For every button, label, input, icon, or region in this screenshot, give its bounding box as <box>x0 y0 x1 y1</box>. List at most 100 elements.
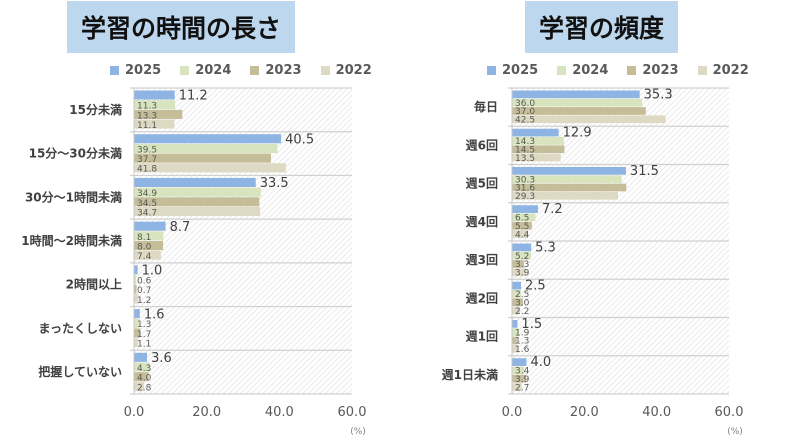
bar-2022 <box>134 338 138 348</box>
data-label-2023: 13.3 <box>137 111 157 121</box>
bar-2025 <box>134 352 148 362</box>
bar-2023 <box>512 107 646 115</box>
legend-label: 2022 <box>335 63 372 78</box>
legend-swatch <box>320 66 330 75</box>
bar-2022 <box>134 163 286 173</box>
data-label-2023: 37.0 <box>515 107 535 117</box>
bar-2024 <box>512 366 525 375</box>
legend-study-duration: 2025 2024 2023 2022 <box>110 63 391 78</box>
data-label-2022: 2.2 <box>515 307 529 317</box>
bar-2024 <box>512 213 536 222</box>
data-label-2022: 4.4 <box>515 230 530 240</box>
category-label: 週3回 <box>466 252 498 267</box>
legend-item-2024: 2024 <box>180 63 231 78</box>
data-label-2022: 41.8 <box>137 165 157 175</box>
data-label-2022: 2.7 <box>515 383 529 393</box>
legend-swatch <box>250 66 260 75</box>
data-label-2025: 1.0 <box>142 264 163 279</box>
data-label-2024: 3.4 <box>515 367 530 377</box>
legend-label: 2023 <box>642 63 679 78</box>
legend-study-frequency: 2025 2024 2023 2022 <box>487 63 768 78</box>
legend-item-2025: 2025 <box>487 63 538 78</box>
chart-study-duration: 15分未満 11.2 11.313.311.1 15分～30分未満 40.5 39.537… <box>21 87 367 437</box>
bar-2025 <box>512 90 640 99</box>
x-tick-label: 60.0 <box>715 405 744 420</box>
bar-2024 <box>134 143 278 153</box>
legend-item-2022: 2022 <box>697 63 749 78</box>
bar-2025 <box>512 320 518 328</box>
category-label: 週1回 <box>466 329 498 344</box>
data-label-2024: 36.0 <box>515 99 535 109</box>
data-label-2024: 34.9 <box>137 189 157 199</box>
data-label-2024: 2.5 <box>515 290 529 300</box>
data-label-2025: 4.0 <box>530 355 551 370</box>
bar-2024 <box>134 231 164 241</box>
data-label-2024: 4.3 <box>137 364 151 374</box>
category-label: 2時間以上 <box>66 277 122 292</box>
data-label-2024: 0.6 <box>137 277 152 287</box>
bar-2025 <box>512 243 532 252</box>
bar-2023 <box>512 221 532 230</box>
data-label-2023: 37.7 <box>137 155 157 165</box>
bar-2023 <box>512 145 565 154</box>
bar-2023 <box>512 260 524 268</box>
bar-2024 <box>134 187 261 197</box>
bar-2023 <box>512 298 523 307</box>
legend-label: 2025 <box>125 63 162 78</box>
bar-2024 <box>512 251 531 260</box>
category-label: 把握していない <box>38 364 122 379</box>
category-label: 週2回 <box>466 290 498 305</box>
data-label-2022: 42.5 <box>515 116 535 126</box>
data-label-2024: 6.5 <box>515 214 529 224</box>
data-label-2022: 13.5 <box>515 154 535 164</box>
legend-swatch <box>697 66 707 75</box>
data-label-2023: 3.9 <box>515 375 530 385</box>
legend-swatch <box>487 66 496 75</box>
data-label-2023: 4.0 <box>137 374 152 384</box>
bar-2024 <box>134 362 150 372</box>
data-label-2025: 12.9 <box>563 126 592 141</box>
bar-2022 <box>134 119 175 129</box>
x-tick-label: 40.0 <box>265 405 294 420</box>
bar-2023 <box>134 284 137 294</box>
bar-2022 <box>512 191 618 200</box>
bar-2024 <box>512 137 564 145</box>
legend-label: 2024 <box>572 63 609 78</box>
data-label-2023: 8.0 <box>137 242 152 252</box>
data-label-2022: 3.9 <box>515 269 530 279</box>
plot-area <box>134 88 352 394</box>
x-tick-label: 20.0 <box>570 405 599 420</box>
bar-2022 <box>512 383 522 391</box>
chart-title-study-duration: 学習の時間の長さ <box>67 1 295 53</box>
legend-item-2023: 2023 <box>627 63 679 78</box>
data-label-2023: 3.3 <box>515 260 529 270</box>
bar-2022 <box>512 268 527 277</box>
bar-2025 <box>134 221 166 231</box>
category-label: 週5回 <box>466 176 498 191</box>
bar-2023 <box>134 372 149 382</box>
legend-item-2023: 2023 <box>250 63 302 78</box>
data-label-2023: 3.0 <box>515 298 530 308</box>
bar-2025 <box>134 265 138 275</box>
data-label-2023: 5.5 <box>515 222 529 232</box>
data-label-2022: 7.4 <box>137 252 152 262</box>
data-label-2024: 1.3 <box>137 320 151 330</box>
data-label-2025: 40.5 <box>285 132 314 147</box>
data-label-2024: 1.9 <box>515 328 530 338</box>
bar-2025 <box>512 358 527 366</box>
data-label-2022: 2.8 <box>137 383 152 393</box>
data-label-2023: 1.7 <box>137 330 151 340</box>
bar-2025 <box>512 205 539 213</box>
data-label-2025: 33.5 <box>260 176 289 191</box>
bar-2023 <box>512 183 627 192</box>
category-label: 15分～30分未満 <box>29 146 122 161</box>
bar-2022 <box>134 381 145 391</box>
category-label: 1時間～2時間未満 <box>21 233 122 248</box>
bar-2022 <box>512 115 666 124</box>
bar-2022 <box>512 306 520 315</box>
x-tick-label: 60.0 <box>338 405 367 420</box>
data-label-2023: 34.5 <box>137 199 157 209</box>
legend-swatch <box>557 66 567 75</box>
bar-2025 <box>512 167 626 175</box>
data-label-2025: 1.6 <box>144 307 165 322</box>
